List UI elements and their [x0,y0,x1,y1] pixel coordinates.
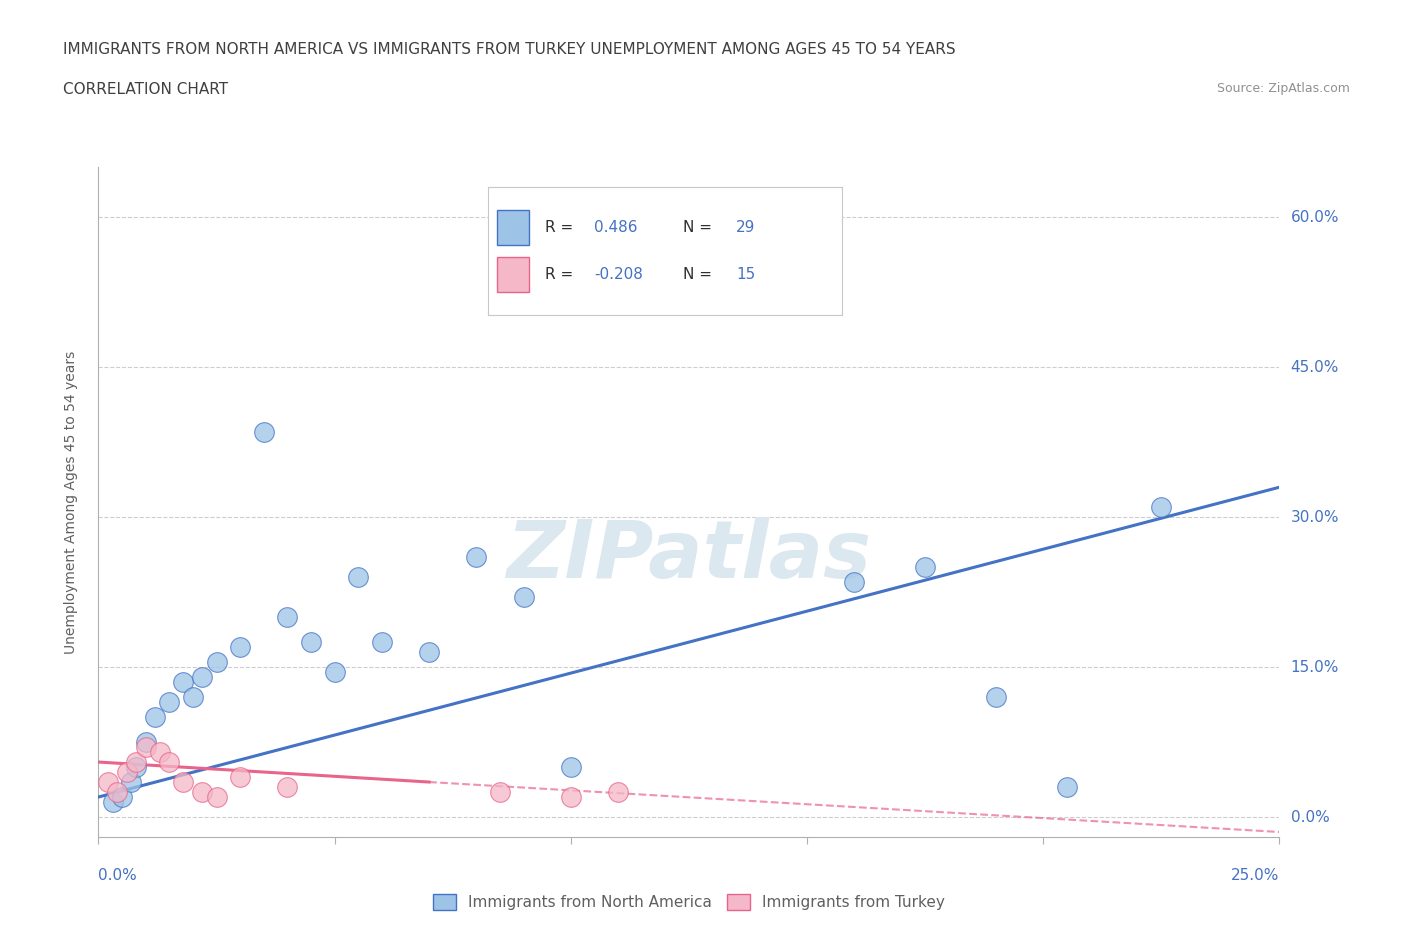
Point [1150,499,1173,514]
Point [512,590,534,604]
Point [191,785,214,800]
Text: 25.0%: 25.0% [1232,868,1279,883]
Point [121,775,143,790]
Y-axis label: Unemployment Among Ages 45 to 54 years: Unemployment Among Ages 45 to 54 years [63,351,77,654]
Text: 0.0%: 0.0% [98,868,138,883]
Point [191,670,214,684]
Point [181,690,204,705]
Point [1056,779,1078,794]
Point [347,570,370,585]
Point [984,690,1007,705]
Point [97,775,120,790]
Point [172,674,194,689]
Point [607,785,630,800]
Point [560,760,582,775]
Point [299,634,322,649]
Point [115,764,138,779]
Point [844,575,866,590]
Point [135,739,157,754]
Point [229,770,252,785]
Point [418,644,440,659]
Point [702,295,724,310]
Text: ZIPatlas: ZIPatlas [506,517,872,595]
Legend: Immigrants from North America, Immigrants from Turkey: Immigrants from North America, Immigrant… [426,888,952,916]
Point [253,425,276,440]
Point [157,754,180,769]
Point [125,754,148,769]
Point [276,779,298,794]
Point [135,735,157,750]
Point [105,785,128,800]
Point [748,295,770,310]
Point [125,760,148,775]
Text: Source: ZipAtlas.com: Source: ZipAtlas.com [1216,82,1350,95]
Text: 45.0%: 45.0% [1291,360,1339,375]
Point [489,785,512,800]
Point [111,790,134,804]
Point [172,775,194,790]
Point [465,550,488,565]
Point [149,745,172,760]
Point [205,790,228,804]
Point [143,710,166,724]
Point [914,560,936,575]
Point [229,640,252,655]
Point [157,695,180,710]
Point [323,665,346,680]
Point [371,634,394,649]
Text: 30.0%: 30.0% [1291,510,1339,525]
Text: 15.0%: 15.0% [1291,659,1339,674]
Point [101,794,124,809]
Text: 0.0%: 0.0% [1291,809,1329,825]
Text: 60.0%: 60.0% [1291,210,1339,225]
Point [205,655,228,670]
Point [560,790,582,804]
Text: IMMIGRANTS FROM NORTH AMERICA VS IMMIGRANTS FROM TURKEY UNEMPLOYMENT AMONG AGES : IMMIGRANTS FROM NORTH AMERICA VS IMMIGRA… [63,42,956,57]
Point [276,610,298,625]
Text: CORRELATION CHART: CORRELATION CHART [63,82,228,97]
